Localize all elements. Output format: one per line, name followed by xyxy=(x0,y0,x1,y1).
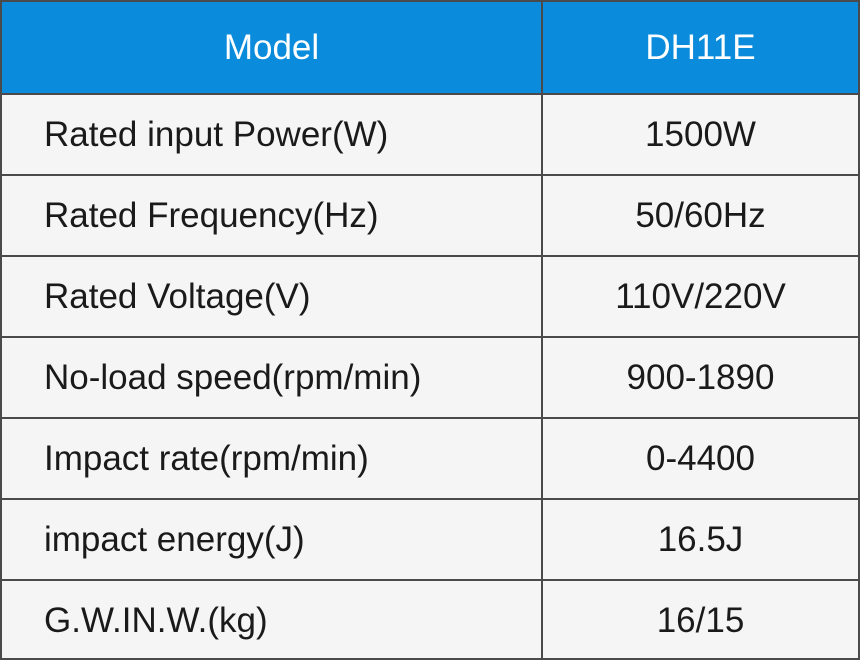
spec-label: Rated input Power(W) xyxy=(44,114,389,154)
spec-value: 16.5J xyxy=(657,519,744,559)
column-divider xyxy=(541,2,543,658)
row-divider xyxy=(2,255,858,257)
spec-value: 0-4400 xyxy=(646,438,755,478)
spec-label: Rated Frequency(Hz) xyxy=(44,195,379,235)
spec-label: Rated Voltage(V) xyxy=(44,276,311,316)
row-divider xyxy=(2,498,858,500)
spec-label: impact energy(J) xyxy=(44,519,305,559)
row-divider xyxy=(2,93,858,95)
row-divider xyxy=(2,174,858,176)
spec-value: 16/15 xyxy=(656,600,745,640)
header-cell: Model xyxy=(2,2,541,93)
row-divider xyxy=(2,336,858,338)
row-divider xyxy=(2,579,858,581)
spec-value: 110V/220V xyxy=(615,276,786,316)
header-cell: DH11E xyxy=(543,2,858,93)
spec-value: 50/60Hz xyxy=(635,195,766,235)
spec-value: 900-1890 xyxy=(626,357,775,397)
spec-label: Impact rate(rpm/min) xyxy=(44,438,369,478)
spec-value: 1500W xyxy=(645,114,756,154)
spec-label: G.W.IN.W.(kg) xyxy=(44,600,268,640)
spec-label: No-load speed(rpm/min) xyxy=(44,357,422,397)
row-divider xyxy=(2,417,858,419)
